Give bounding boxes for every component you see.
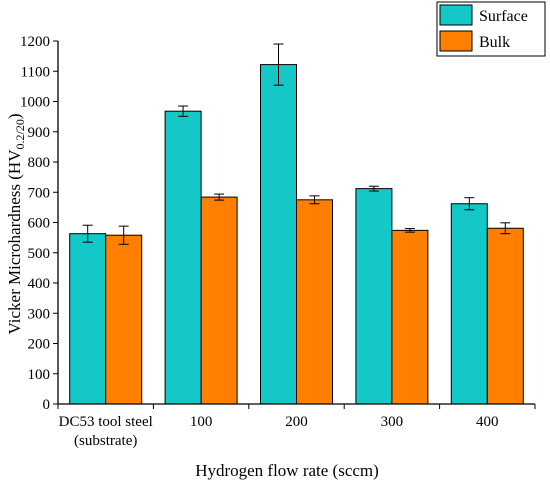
x-axis-title: Hydrogen flow rate (sccm)	[195, 461, 379, 480]
bar-bulk-1	[200, 196, 238, 405]
error-bar-surface-1	[178, 105, 189, 117]
bar-surface-0	[69, 233, 107, 405]
y-tick-label-600: 600	[28, 216, 51, 232]
error-bar-bulk-2	[309, 195, 320, 205]
error-bar-surface-3	[368, 185, 379, 192]
error-bar-bulk-1	[214, 193, 225, 201]
bar-bulk-0	[105, 234, 143, 405]
legend-label-bulk: Bulk	[479, 34, 510, 51]
legend-label-surface: Surface	[479, 8, 528, 25]
bar-surface-1	[164, 110, 202, 405]
y-tick-label-900: 900	[28, 125, 51, 141]
y-axis-title: Vicker Microhardness (HV0.2/20)	[5, 114, 27, 335]
x-categories-layer: DC53 tool steel (substrate) 100 200 300 400	[57, 404, 536, 449]
error-bar-surface-0	[82, 224, 93, 243]
y-ticks-layer: 0 100 200 300 400 500 600 700 800 900 1000 1100 1200	[20, 34, 58, 413]
error-bar-bulk-4	[500, 222, 511, 235]
bar-surface-2	[260, 64, 297, 405]
error-bar-bulk-0	[118, 225, 129, 245]
y-tick-label-200: 200	[28, 337, 51, 353]
y-tick-label-700: 700	[28, 185, 51, 201]
error-bars-layer	[82, 43, 511, 245]
legend-swatch-bulk	[439, 30, 473, 52]
bar-bulk-4	[486, 227, 524, 405]
x-category-label-0: DC53 tool steel (substrate)	[59, 414, 153, 449]
error-bar-surface-2	[273, 43, 284, 86]
y-tick-label-800: 800	[28, 155, 51, 171]
error-bar-surface-4	[464, 197, 475, 211]
x-category-label-1: 100	[190, 414, 213, 430]
y-tick-label-1000: 1000	[20, 95, 50, 111]
legend: Surface Bulk	[436, 1, 546, 57]
bar-surface-3	[355, 188, 393, 405]
error-bar-bulk-3	[404, 228, 415, 233]
legend-swatch-surface	[439, 4, 473, 26]
bar-bulk-3	[391, 229, 429, 405]
x-category-label-2: 200	[285, 414, 308, 430]
y-tick-label-0: 0	[43, 397, 51, 413]
y-tick-label-1200: 1200	[20, 34, 50, 50]
y-tick-label-1100: 1100	[21, 64, 50, 80]
x-category-label-4: 400	[476, 414, 499, 430]
bars-layer	[69, 64, 524, 405]
y-tick-label-100: 100	[28, 367, 51, 383]
y-tick-label-500: 500	[28, 246, 51, 262]
bar-surface-4	[450, 203, 488, 405]
y-tick-label-300: 300	[28, 306, 51, 322]
y-tick-label-400: 400	[28, 276, 51, 292]
x-category-label-3: 300	[381, 414, 404, 430]
bar-bulk-2	[296, 199, 333, 405]
